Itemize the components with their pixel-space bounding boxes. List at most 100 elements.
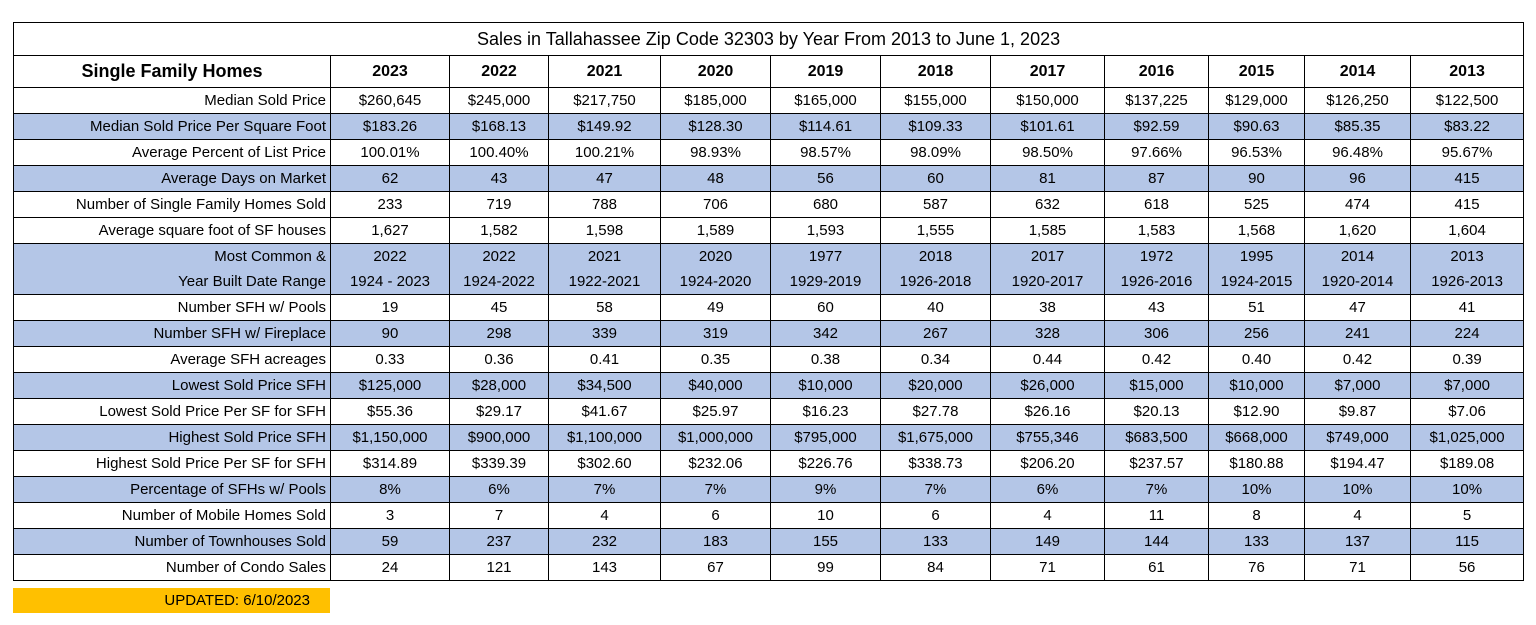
cell: 24 xyxy=(330,554,450,581)
cell: 62 xyxy=(330,165,450,192)
cell: 2020 xyxy=(660,243,771,269)
cell: $1,675,000 xyxy=(880,424,991,451)
cell: 1,585 xyxy=(990,217,1105,244)
cell: 415 xyxy=(1409,191,1525,218)
cell: 133 xyxy=(1208,528,1305,555)
cell: 71 xyxy=(990,554,1105,581)
cell: $683,500 xyxy=(1104,424,1209,451)
cell: 632 xyxy=(990,191,1105,218)
cell: 4 xyxy=(990,502,1105,529)
cell: $183.26 xyxy=(330,113,450,140)
cell: 143 xyxy=(548,554,661,581)
cell: 6% xyxy=(449,476,549,503)
cell: 47 xyxy=(548,165,661,192)
cell: 298 xyxy=(449,320,549,347)
cell: $122,500 xyxy=(1409,87,1525,114)
header-year: 2018 xyxy=(880,55,991,88)
row-label: Most Common & xyxy=(13,243,331,269)
cell: 98.93% xyxy=(660,139,771,166)
cell: 1,589 xyxy=(660,217,771,244)
header-row: Single Family Homes 2023 2022 2021 2020 2019 2… xyxy=(13,55,1525,88)
data-row: Highest Sold Price Per SF for SFH $314.89… xyxy=(13,450,1525,477)
cell: 59 xyxy=(330,528,450,555)
cell: 1,604 xyxy=(1409,217,1525,244)
cell: 1920-2017 xyxy=(990,269,1105,295)
cell: $260,645 xyxy=(330,87,450,114)
row-label: Median Sold Price Per Square Foot xyxy=(13,113,331,140)
cell: 587 xyxy=(880,191,991,218)
cell: $217,750 xyxy=(548,87,661,114)
cell: 155 xyxy=(770,528,881,555)
title-row: Sales in Tallahassee Zip Code 32303 by Y… xyxy=(12,22,1525,56)
header-year: 2020 xyxy=(660,55,771,88)
cell: 11 xyxy=(1104,502,1209,529)
cell: 0.39 xyxy=(1409,346,1525,373)
data-row: Number of Condo Sales 24 121 143 67 99 84 71 61 7… xyxy=(13,554,1525,581)
row-label: Lowest Sold Price SFH xyxy=(13,372,331,399)
cell: 96 xyxy=(1304,165,1411,192)
cell: $150,000 xyxy=(990,87,1105,114)
data-row: Average SFH acreages 0.33 0.36 0.41 0.35 0.38… xyxy=(13,346,1525,373)
cell: 40 xyxy=(880,294,991,321)
cell: 1,593 xyxy=(770,217,881,244)
cell: 49 xyxy=(660,294,771,321)
cell: $137,225 xyxy=(1104,87,1209,114)
cell: 84 xyxy=(880,554,991,581)
cell: 2022 xyxy=(330,243,450,269)
cell: $10,000 xyxy=(770,372,881,399)
cell: 96.53% xyxy=(1208,139,1305,166)
cell: 10 xyxy=(770,502,881,529)
cell: 1,555 xyxy=(880,217,991,244)
cell: 0.42 xyxy=(1104,346,1209,373)
cell: 1926-2018 xyxy=(880,269,991,295)
cell: $26,000 xyxy=(990,372,1105,399)
cell: 6 xyxy=(880,502,991,529)
cell: $206.20 xyxy=(990,450,1105,477)
cell: 1922-2021 xyxy=(548,269,661,295)
cell: 100.21% xyxy=(548,139,661,166)
cell: 61 xyxy=(1104,554,1209,581)
cell: $795,000 xyxy=(770,424,881,451)
data-row: Percentage of SFHs w/ Pools 8% 6% 7% 7% 9% 7% 6… xyxy=(13,476,1525,503)
cell: 7% xyxy=(1104,476,1209,503)
data-row: Number of Townhouses Sold 59 237 232 183 155 1… xyxy=(13,528,1525,555)
cell: 90 xyxy=(330,320,450,347)
cell: $339.39 xyxy=(449,450,549,477)
cell: 1920-2014 xyxy=(1304,269,1411,295)
cell: 43 xyxy=(449,165,549,192)
data-row: Lowest Sold Price Per SF for SFH $55.36 $2… xyxy=(13,398,1525,425)
cell: 4 xyxy=(1304,502,1411,529)
cell: $149.92 xyxy=(548,113,661,140)
cell: $194.47 xyxy=(1304,450,1411,477)
cell: 56 xyxy=(770,165,881,192)
cell: 0.33 xyxy=(330,346,450,373)
cell: $55.36 xyxy=(330,398,450,425)
cell: 788 xyxy=(548,191,661,218)
cell: $900,000 xyxy=(449,424,549,451)
cell: 87 xyxy=(1104,165,1209,192)
cell: 76 xyxy=(1208,554,1305,581)
cell: 2014 xyxy=(1304,243,1411,269)
data-row: Number SFH w/ Pools 19 45 58 49 60 40 38 43 51 47 4… xyxy=(13,294,1525,321)
cell: $185,000 xyxy=(660,87,771,114)
cell: 1,620 xyxy=(1304,217,1411,244)
row-label: Average Days on Market xyxy=(13,165,331,192)
cell: 1,583 xyxy=(1104,217,1209,244)
cell: 10% xyxy=(1208,476,1305,503)
cell: $26.16 xyxy=(990,398,1105,425)
cell: 618 xyxy=(1104,191,1209,218)
cell: $180.88 xyxy=(1208,450,1305,477)
cell: 1926-2016 xyxy=(1104,269,1209,295)
cell: $245,000 xyxy=(449,87,549,114)
cell: 10% xyxy=(1409,476,1525,503)
header-year: 2023 xyxy=(330,55,450,88)
cell: 98.09% xyxy=(880,139,991,166)
cell: $165,000 xyxy=(770,87,881,114)
row-label: Average SFH acreages xyxy=(13,346,331,373)
row-label: Number of Condo Sales xyxy=(13,554,331,581)
cell: $41.67 xyxy=(548,398,661,425)
cell: 47 xyxy=(1304,294,1411,321)
cell: 98.57% xyxy=(770,139,881,166)
cell: 95.67% xyxy=(1409,139,1525,166)
cell: 2018 xyxy=(880,243,991,269)
